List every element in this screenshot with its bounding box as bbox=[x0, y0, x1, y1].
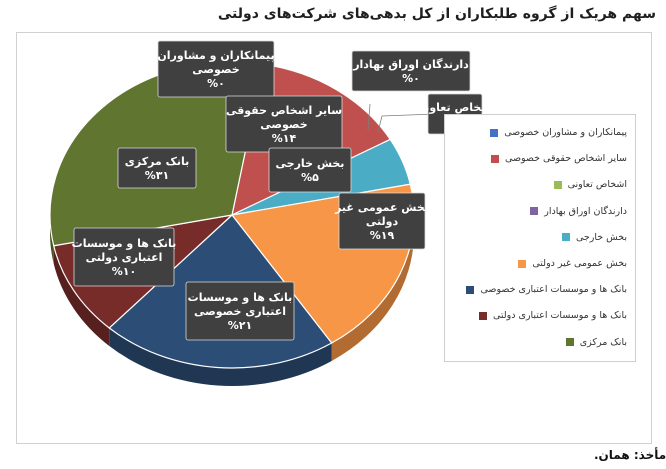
legend-item: بانک ها و موسسات اعتباری خصوصی bbox=[466, 284, 627, 295]
data-label-text: بانک ها و موسسات bbox=[188, 291, 293, 304]
legend-swatch bbox=[530, 207, 539, 216]
data-label-text: %۱۰ bbox=[112, 265, 136, 278]
data-label-text: بانک مرکزی bbox=[125, 155, 189, 168]
data-label-text: %۱۴ bbox=[272, 132, 297, 145]
data-label-box bbox=[268, 147, 352, 193]
data-label-text: %۵ bbox=[301, 171, 319, 184]
legend-swatch bbox=[565, 338, 574, 347]
data-label-box bbox=[117, 147, 197, 189]
legend-label: بانک ها و موسسات اعتباری خصوصی bbox=[480, 284, 627, 296]
leader-line-2 bbox=[377, 113, 437, 133]
data-label-text: دولتی bbox=[366, 215, 399, 228]
legend-item: پیمانکاران و مشاوران خصوصی bbox=[490, 127, 627, 138]
legend-swatch bbox=[553, 180, 562, 189]
data-label-text: سایر اشخاص حقوقی bbox=[226, 104, 342, 117]
data-label-text: %۳۱ bbox=[145, 169, 169, 182]
data-label-8: بانک مرکزی%۳۱ bbox=[117, 147, 197, 189]
data-label-text: بخش خارجی bbox=[276, 157, 345, 170]
data-label-text: اعتباری دولتی bbox=[86, 251, 163, 264]
legend-swatch bbox=[490, 128, 499, 137]
legend-label: بانک ها و موسسات اعتباری دولتی bbox=[492, 310, 627, 322]
data-label-text: بانک ها و موسسات bbox=[72, 237, 177, 250]
data-label-4: بخش خارجی%۵ bbox=[268, 147, 352, 193]
data-label-text: %۰ bbox=[402, 72, 420, 85]
legend-label: سایر اشخاص حقوقی خصوصی bbox=[505, 153, 627, 165]
data-label-text: %۲۱ bbox=[228, 319, 252, 332]
legend-swatch bbox=[478, 311, 487, 320]
data-label-text: %۱۹ bbox=[370, 229, 395, 242]
legend-swatch bbox=[561, 233, 570, 242]
legend-label: بانک مرکزی bbox=[579, 336, 627, 348]
data-label-text: پیمانکاران و مشاوران bbox=[157, 49, 274, 62]
legend-label: دارندگان اوراق بهادار bbox=[544, 205, 627, 217]
data-label-text: بخش عمومی غیر bbox=[334, 201, 429, 214]
data-label-text: اشخاص تعاونی bbox=[414, 101, 496, 114]
legend-label: اشخاص تعاونی bbox=[567, 179, 627, 191]
data-label-box bbox=[157, 40, 275, 98]
legend-item: بانک مرکزی bbox=[565, 336, 627, 348]
legend-item: سایر اشخاص حقوقی خصوصی bbox=[491, 153, 627, 164]
pie-side-7 bbox=[53, 245, 110, 346]
legend-swatch bbox=[491, 154, 500, 163]
legend-swatch bbox=[466, 285, 475, 294]
leader-line-3 bbox=[367, 103, 371, 131]
data-label-box bbox=[351, 50, 471, 92]
chart-title: سهم هریک از گروه طلبکاران از کل بدهی‌های… bbox=[217, 6, 656, 22]
legend-swatch bbox=[518, 259, 527, 268]
source-note: مأخذ: همان. bbox=[594, 448, 666, 462]
data-label-text: خصوصی bbox=[192, 63, 239, 76]
legend-item: دارندگان اوراق بهادار bbox=[530, 206, 627, 217]
leader-lines bbox=[367, 103, 437, 133]
data-label-box bbox=[185, 281, 295, 341]
data-label-text: %۰ bbox=[207, 77, 225, 90]
pie-side-6 bbox=[109, 327, 332, 386]
legend-item: بخش عمومی غیر دولتی bbox=[518, 258, 627, 269]
legend-label: بخش عمومی غیر دولتی bbox=[532, 258, 627, 269]
data-label-box bbox=[73, 227, 175, 287]
data-label-box bbox=[338, 192, 426, 250]
pie-side-5 bbox=[331, 215, 414, 362]
data-label-text: دارندگان اوراق بهادار bbox=[352, 58, 469, 71]
legend-item: اشخاص تعاونی bbox=[553, 179, 627, 191]
data-label-text: خصوصی bbox=[260, 118, 307, 131]
legend-item: بانک ها و موسسات اعتباری دولتی bbox=[478, 310, 627, 322]
data-label-text: اعتباری خصوصی bbox=[194, 305, 286, 318]
data-label-3: دارندگان اوراق بهادار%۰ bbox=[351, 50, 471, 92]
legend-item: بخش خارجی bbox=[561, 231, 627, 243]
legend-label: پیمانکاران و مشاوران خصوصی bbox=[504, 127, 627, 138]
chart-legend: پیمانکاران و مشاوران خصوصی سایر اشخاص حقو… bbox=[444, 114, 636, 362]
legend-label: بخش خارجی bbox=[575, 231, 627, 243]
